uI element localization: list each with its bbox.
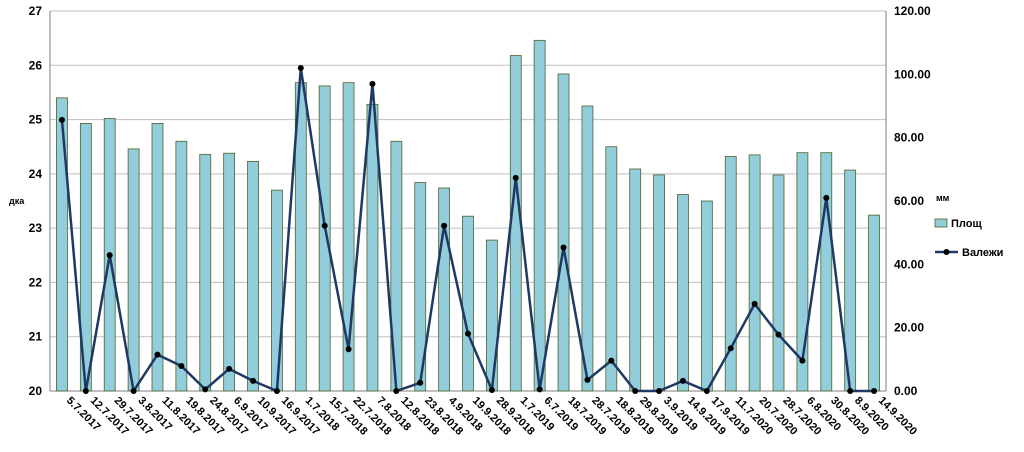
bar (557, 73, 570, 392)
bar (820, 152, 833, 392)
line-point (154, 351, 161, 358)
legend-label-valezhi: Валежи (962, 247, 1003, 259)
line-point (560, 244, 567, 251)
line-point (441, 222, 448, 229)
bar (151, 122, 164, 392)
line-point (273, 388, 280, 394)
bar (724, 156, 737, 392)
left-tick-label: 20 (29, 384, 43, 398)
line-point (82, 388, 89, 394)
line-point (632, 388, 639, 394)
bar (485, 239, 498, 392)
line-point (321, 222, 328, 229)
line-point (106, 252, 113, 259)
bar (796, 152, 809, 392)
bar (342, 82, 355, 392)
bar (318, 85, 331, 392)
bar (247, 160, 259, 392)
line-point (250, 377, 257, 384)
line-point (369, 80, 376, 87)
line-point (799, 357, 806, 364)
bar (223, 152, 236, 392)
line-point (656, 388, 663, 394)
line-point (679, 377, 686, 384)
legend-swatch-plosht (934, 218, 948, 228)
bar (868, 214, 880, 392)
right-tick-label: 0.00 (894, 384, 918, 398)
right-tick-label: 80.00 (894, 131, 924, 145)
line-point (178, 362, 185, 369)
left-tick-label: 27 (29, 4, 43, 18)
line-point (751, 300, 758, 307)
right-tick-label: 60.00 (894, 194, 924, 208)
line-point (608, 357, 615, 364)
left-tick-label: 21 (29, 330, 43, 344)
line-point (847, 388, 854, 394)
line-point (727, 345, 734, 352)
line-point (130, 388, 137, 394)
bar (175, 140, 188, 392)
line-point (775, 331, 782, 338)
right-axis-title: мм (936, 193, 950, 203)
left-tick-label: 25 (29, 113, 43, 127)
bar (581, 105, 594, 392)
right-tick-label: 120.00 (894, 4, 931, 18)
bar (462, 215, 474, 392)
bar (366, 103, 379, 392)
line-point (512, 174, 519, 181)
left-tick-label: 23 (29, 221, 43, 235)
line-point (465, 330, 471, 337)
line-point (823, 194, 830, 201)
bar (629, 168, 642, 392)
bar (414, 182, 427, 392)
right-tick-label: 20.00 (894, 321, 924, 335)
legend-label-plosht: Площ (951, 218, 982, 230)
line-point (488, 387, 495, 394)
bar (509, 55, 522, 392)
bar (271, 189, 283, 392)
bar (605, 146, 618, 392)
line-point (297, 65, 304, 71)
right-tick-label: 100.00 (894, 67, 931, 81)
line-point (345, 346, 352, 353)
line-point (871, 388, 878, 394)
bar (199, 153, 212, 392)
line-point (58, 116, 65, 123)
line-point (703, 388, 710, 394)
left-tick-label: 24 (29, 167, 43, 181)
left-tick-label: 22 (29, 275, 43, 289)
bar (677, 194, 689, 392)
bar (748, 154, 761, 392)
bar (653, 174, 665, 392)
legend-marker-valezhi (943, 249, 950, 255)
bar (533, 39, 546, 392)
bar (772, 174, 785, 392)
bar (438, 187, 451, 392)
line-point (536, 386, 543, 393)
left-axis-title: дка (9, 196, 25, 206)
line-point (226, 365, 233, 372)
left-tick-label: 26 (29, 58, 43, 72)
bar (56, 97, 68, 392)
bar (127, 148, 140, 392)
line-point (202, 386, 209, 393)
line-point (584, 376, 591, 383)
line-point (393, 388, 400, 394)
right-tick-label: 40.00 (894, 257, 924, 271)
line-point (417, 379, 424, 386)
bar (700, 200, 713, 392)
